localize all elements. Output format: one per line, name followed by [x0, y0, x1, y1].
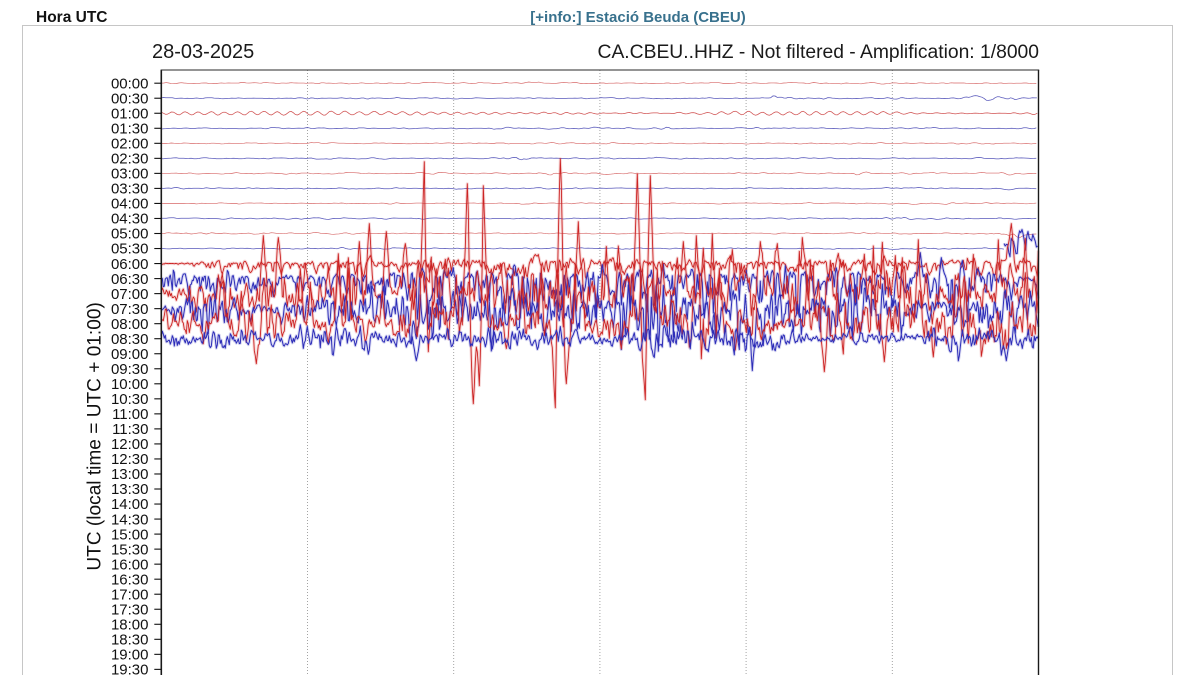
svg-text:00:00: 00:00: [111, 75, 149, 92]
svg-text:17:30: 17:30: [111, 601, 149, 618]
svg-text:11:30: 11:30: [112, 421, 148, 438]
svg-text:18:30: 18:30: [111, 632, 149, 649]
svg-text:08:30: 08:30: [111, 331, 149, 348]
svg-text:18:00: 18:00: [111, 616, 149, 633]
svg-text:07:00: 07:00: [111, 286, 149, 303]
svg-text:01:00: 01:00: [111, 105, 149, 122]
svg-text:03:30: 03:30: [111, 181, 149, 198]
svg-text:12:30: 12:30: [111, 451, 149, 468]
svg-text:09:30: 09:30: [111, 361, 149, 378]
svg-text:04:30: 04:30: [111, 211, 149, 228]
svg-text:14:00: 14:00: [111, 496, 149, 513]
svg-text:10:30: 10:30: [111, 391, 149, 408]
svg-text:08:00: 08:00: [111, 316, 149, 333]
svg-text:19:30: 19:30: [111, 662, 149, 675]
svg-text:[+info:] Estació Beuda (CBEU): [+info:] Estació Beuda (CBEU): [530, 9, 745, 26]
svg-text:19:00: 19:00: [111, 647, 149, 664]
svg-text:14:30: 14:30: [111, 511, 149, 528]
svg-text:00:30: 00:30: [111, 90, 149, 107]
svg-text:13:00: 13:00: [111, 466, 149, 483]
svg-text:16:00: 16:00: [111, 556, 149, 573]
svg-text:Hora UTC: Hora UTC: [36, 9, 107, 26]
svg-text:07:30: 07:30: [111, 301, 149, 318]
svg-text:03:00: 03:00: [111, 166, 149, 183]
svg-text:15:00: 15:00: [111, 526, 149, 543]
svg-text:01:30: 01:30: [111, 120, 149, 137]
svg-text:10:00: 10:00: [111, 376, 149, 393]
svg-text:02:30: 02:30: [111, 151, 149, 168]
svg-text:28-03-2025: 28-03-2025: [152, 41, 254, 63]
svg-text:11:00: 11:00: [112, 406, 148, 423]
svg-text:05:30: 05:30: [111, 241, 149, 258]
svg-text:13:30: 13:30: [111, 481, 149, 498]
svg-text:02:00: 02:00: [111, 136, 149, 153]
svg-text:06:30: 06:30: [111, 271, 149, 288]
svg-text:15:30: 15:30: [111, 541, 149, 558]
svg-text:09:00: 09:00: [111, 346, 149, 363]
svg-text:16:30: 16:30: [111, 571, 149, 588]
svg-text:CA.CBEU..HHZ - Not filtered -: CA.CBEU..HHZ - Not filtered - Amplificat…: [598, 42, 1039, 63]
svg-text:UTC (local time = UTC + 01:00): UTC (local time = UTC + 01:00): [85, 302, 106, 570]
svg-text:17:00: 17:00: [111, 586, 149, 603]
svg-text:06:00: 06:00: [111, 256, 149, 273]
svg-text:04:00: 04:00: [111, 196, 149, 213]
svg-text:12:00: 12:00: [111, 436, 149, 453]
svg-text:05:00: 05:00: [111, 226, 149, 243]
